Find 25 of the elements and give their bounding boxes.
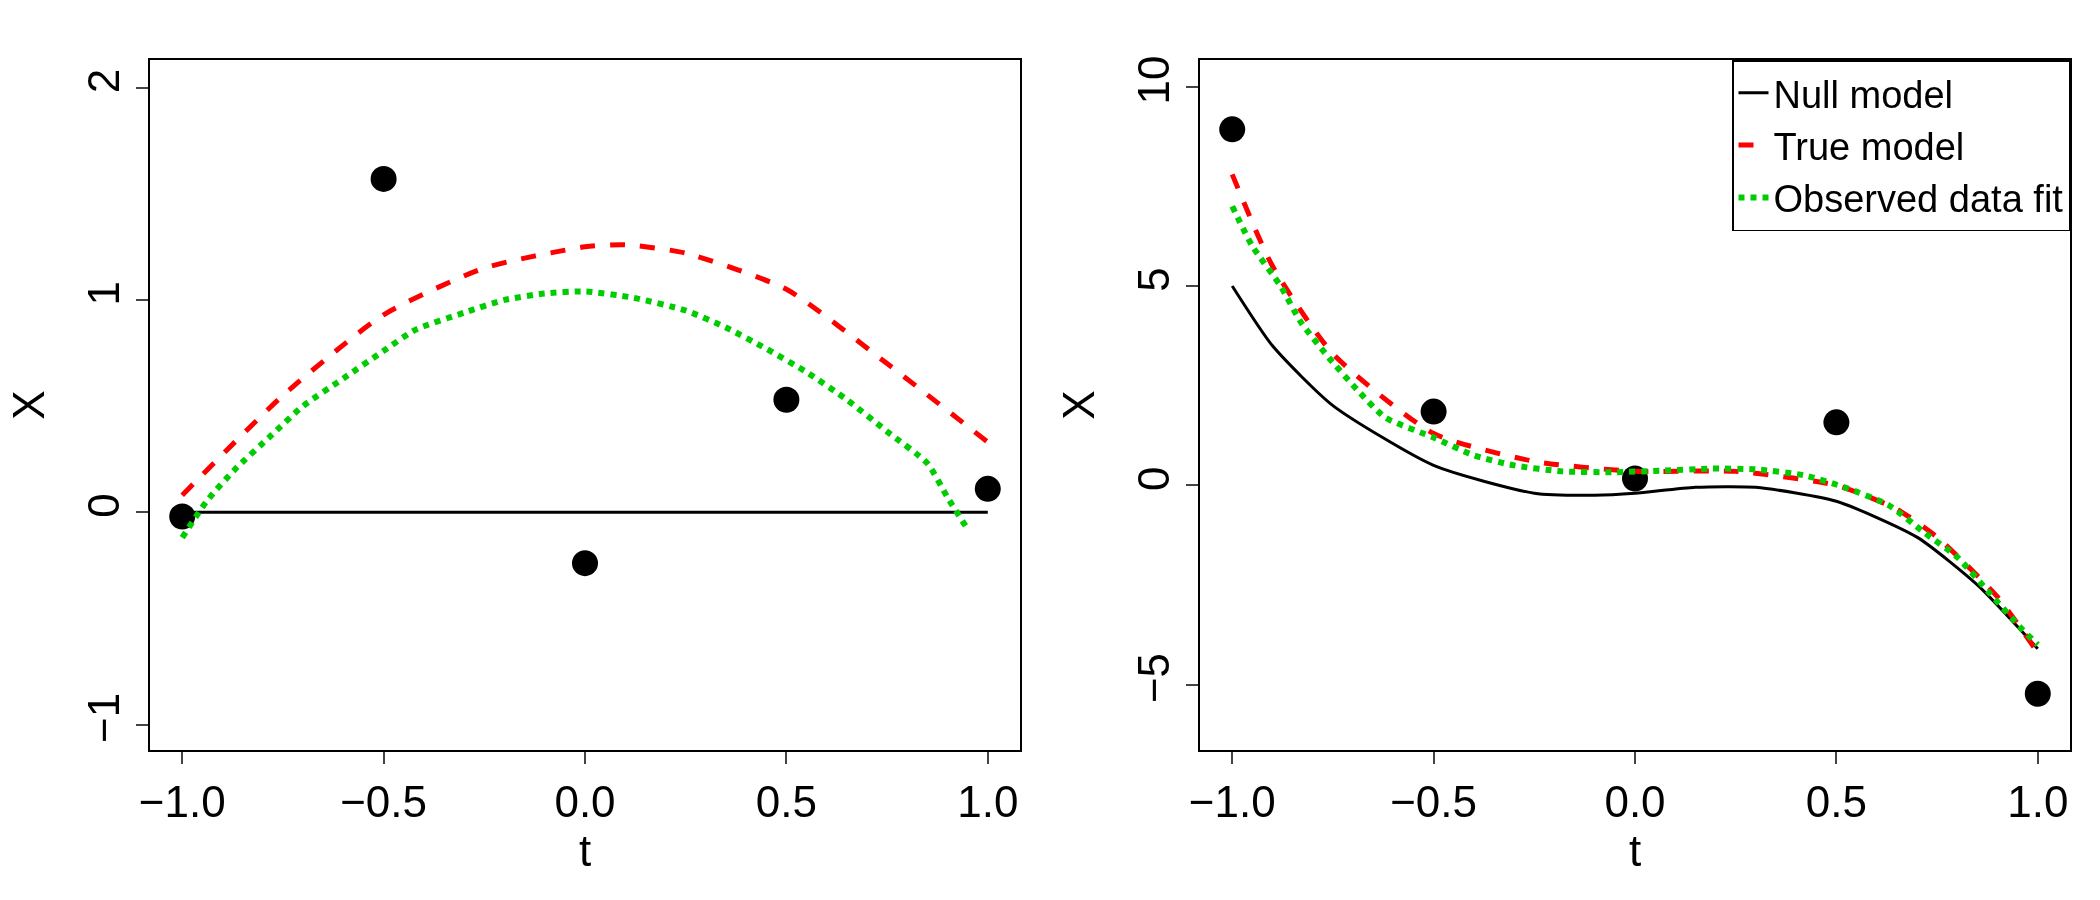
x-tick-label: 0.0 <box>1604 776 1666 826</box>
y-tick-label: 5 <box>1128 267 1178 292</box>
x-tick-label: −0.5 <box>340 776 428 826</box>
x-tick-label: 0.5 <box>755 776 817 826</box>
x-tick-label: −1.0 <box>1188 776 1276 826</box>
legend-label: True model <box>1773 125 1965 168</box>
legend-label: Observed data fit <box>1773 178 2064 221</box>
x-tick-label: −0.5 <box>1390 776 1478 826</box>
x-tick-label: 1.0 <box>2007 776 2069 826</box>
y-axis-title: X <box>1054 390 1104 420</box>
x-tick-label: 0.0 <box>554 776 616 826</box>
y-tick-label: 2 <box>78 68 128 94</box>
y-axis-title: X <box>4 390 54 420</box>
x-tick-label: 0.5 <box>1805 776 1867 826</box>
y-tick-label: −1 <box>78 692 128 744</box>
legend-label: Null model <box>1773 73 1954 116</box>
y-tick-label: −5 <box>1128 652 1178 704</box>
y-tick-label: 0 <box>78 493 128 518</box>
y-tick-label: 0 <box>1128 466 1178 491</box>
y-tick-label: 10 <box>1128 55 1178 105</box>
x-tick-label: −1.0 <box>138 776 226 826</box>
x-axis-title: t <box>578 825 592 875</box>
x-axis-title: t <box>1628 825 1642 875</box>
y-tick-label: 1 <box>78 281 128 306</box>
x-tick-label: 1.0 <box>957 776 1019 826</box>
